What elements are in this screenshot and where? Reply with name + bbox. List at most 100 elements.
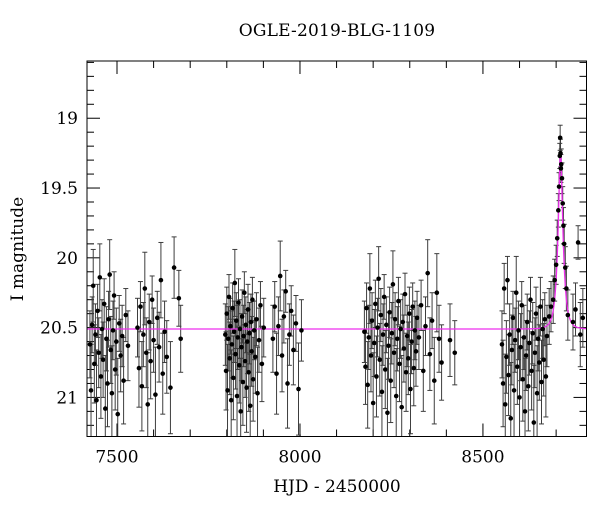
x-tick-label: 8500 (461, 448, 504, 468)
data-point (550, 297, 556, 303)
data-point (380, 332, 386, 337)
data-point (296, 386, 301, 392)
data-point (247, 403, 253, 409)
data-point (528, 297, 533, 303)
data-point (247, 330, 252, 336)
data-point (101, 301, 107, 307)
data-point (153, 392, 158, 397)
data-point (374, 374, 379, 379)
data-point (548, 304, 554, 309)
data-point (413, 349, 419, 354)
data-point (531, 420, 537, 425)
data-point (521, 335, 527, 340)
y-tick-label: 21 (56, 388, 78, 408)
data-point (515, 364, 520, 370)
data-point (526, 383, 531, 389)
data-point (105, 381, 110, 386)
data-point (99, 326, 105, 332)
data-point (381, 294, 387, 300)
data-point (234, 393, 240, 399)
data-point (231, 329, 237, 335)
data-point (142, 286, 148, 291)
data-point (121, 378, 126, 383)
data-point (420, 368, 426, 374)
model-curve (87, 151, 586, 330)
data-point (88, 388, 94, 393)
data-point (93, 332, 98, 337)
data-point (118, 353, 123, 358)
data-point (370, 400, 376, 406)
data-point (570, 319, 576, 325)
data-point (524, 319, 530, 325)
data-point (533, 311, 539, 316)
data-point (366, 335, 372, 340)
data-point (244, 339, 250, 344)
data-point (434, 290, 440, 296)
data-point (540, 326, 545, 332)
data-point (288, 308, 294, 314)
data-point (552, 277, 557, 283)
data-point (516, 328, 521, 333)
data-point (398, 326, 403, 332)
data-point (245, 307, 251, 312)
data-point (235, 335, 241, 340)
data-point (242, 358, 248, 364)
data-point (231, 375, 236, 381)
data-point (261, 325, 267, 330)
data-point (375, 325, 380, 330)
data-point (239, 344, 244, 350)
data-point (565, 312, 571, 318)
data-point (240, 379, 246, 385)
data-point (502, 402, 508, 407)
x-tick-label: 7500 (95, 448, 138, 468)
data-point (362, 329, 367, 335)
data-point (241, 333, 246, 339)
data-point (558, 166, 564, 171)
data-point (388, 378, 394, 383)
data-point (411, 365, 417, 371)
data-point (414, 315, 420, 321)
data-point (543, 374, 549, 379)
data-point (274, 371, 279, 376)
data-point (250, 376, 256, 382)
data-point (238, 409, 243, 414)
data-point (226, 294, 232, 300)
data-point (409, 339, 414, 344)
data-point (504, 354, 509, 360)
data-point (395, 336, 400, 342)
data-point (539, 379, 544, 385)
data-point (168, 385, 173, 390)
data-point (363, 364, 368, 370)
data-point (511, 388, 517, 393)
data-point (512, 337, 518, 343)
data-point (178, 336, 183, 342)
x-axis-label: HJD - 2450000 (273, 477, 401, 497)
data-point (519, 302, 525, 308)
data-point (96, 350, 102, 356)
data-point (382, 367, 388, 372)
data-point (429, 318, 435, 323)
data-point (87, 342, 93, 347)
data-point (236, 300, 241, 305)
data-point (575, 240, 581, 245)
data-point (418, 302, 424, 308)
data-point (109, 390, 115, 396)
data-point (255, 390, 260, 396)
data-point (556, 184, 562, 189)
data-point (162, 329, 167, 335)
plot-title: OGLE-2019-BLG-1109 (238, 21, 436, 41)
data-point (564, 286, 569, 291)
data-point (259, 361, 265, 367)
data-point (407, 311, 412, 316)
data-point (272, 304, 278, 309)
data-point (145, 402, 151, 407)
data-point (94, 397, 99, 403)
data-point (287, 332, 292, 337)
data-point (557, 135, 563, 141)
data-point (243, 322, 249, 328)
data-point (379, 389, 385, 395)
data-point (143, 350, 149, 356)
data-point (251, 328, 257, 333)
data-point (401, 346, 407, 351)
